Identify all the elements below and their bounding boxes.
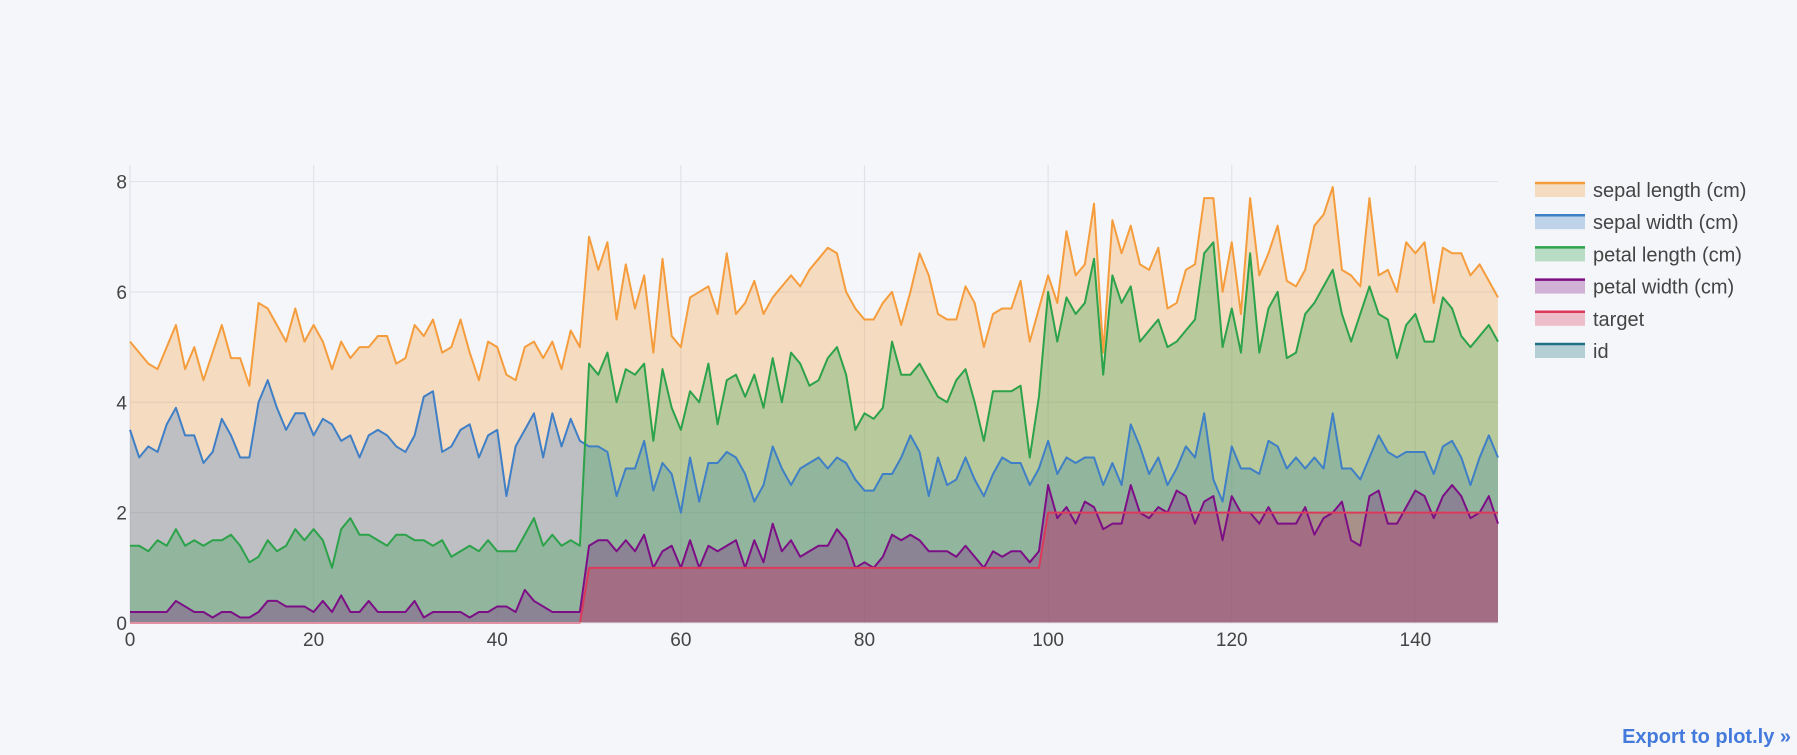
y-tick-label: 4 (116, 393, 127, 414)
x-tick-label: 40 (487, 630, 508, 651)
legend-swatch-fill (1535, 247, 1585, 262)
y-tick-label: 2 (116, 504, 127, 525)
legend-swatch-fill (1535, 183, 1585, 197)
legend-item: sepal width (cm) (1535, 212, 1739, 234)
plot-area (130, 165, 1498, 623)
x-tick-label: 0 (125, 630, 136, 651)
x-tick-label: 120 (1216, 630, 1248, 651)
area-petal-length-cm (130, 242, 1498, 623)
y-tick-label: 0 (116, 614, 127, 635)
legend-item: sepal length (cm) (1535, 180, 1746, 202)
legend-label: target (1593, 309, 1645, 331)
tick-labels: 0 20 40 60 80 100 120 140 0 2 4 6 8 (116, 173, 1431, 651)
legend-label: petal length (cm) (1593, 244, 1742, 266)
x-tick-label: 20 (303, 630, 324, 651)
legend-label: sepal length (cm) (1593, 180, 1746, 202)
line-petal-length-cm (130, 241, 1499, 569)
legend-item: target (1535, 309, 1645, 331)
legend-item: id (1535, 341, 1609, 363)
legend-item: petal width (cm) (1535, 277, 1734, 299)
legend-label: sepal width (cm) (1593, 212, 1739, 234)
area-sepal-width-cm (130, 380, 1498, 623)
legend-label: id (1593, 341, 1609, 363)
line-sepal-length-cm (129, 186, 1499, 387)
area-sepal-length-cm (130, 187, 1498, 623)
series-lines (129, 186, 1499, 624)
export-to-plotly-link[interactable]: Export to plot.ly » (1622, 726, 1791, 748)
y-tick-label: 6 (116, 283, 127, 304)
legend: sepal length (cm) sepal width (cm) petal l… (1535, 180, 1746, 363)
x-tick-label: 140 (1400, 630, 1432, 651)
legend-item: petal length (cm) (1535, 244, 1742, 266)
legend-swatch-fill (1535, 311, 1585, 326)
y-tick-label: 8 (116, 173, 127, 194)
line-sepal-width-cm (129, 379, 1499, 514)
series-areas (130, 187, 1498, 623)
x-tick-label: 80 (854, 630, 875, 651)
line-petal-width-cm (130, 484, 1499, 619)
x-tick-label: 60 (670, 630, 691, 651)
legend-swatch-fill (1535, 215, 1585, 230)
legend-label: petal width (cm) (1593, 277, 1734, 299)
legend-swatch-fill (1535, 344, 1585, 358)
area-petal-width-cm (130, 485, 1498, 623)
legend-swatch-fill (1535, 279, 1585, 294)
x-tick-label: 100 (1032, 630, 1064, 651)
